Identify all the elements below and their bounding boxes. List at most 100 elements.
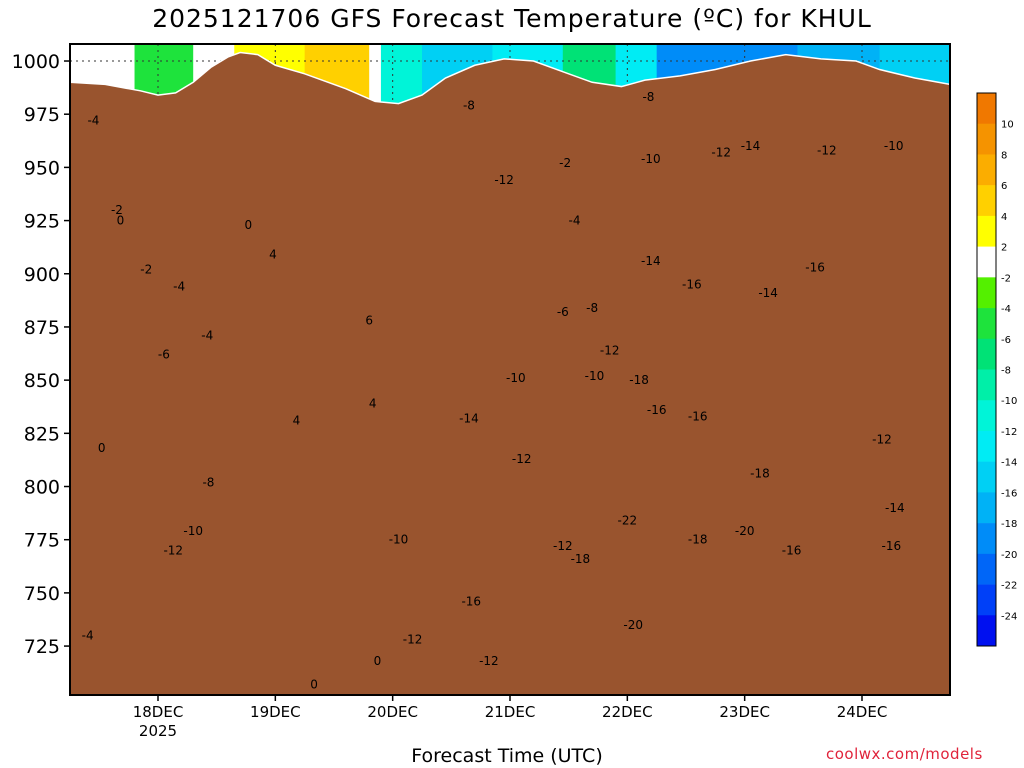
- colorbar-tick-label-11: -14: [1001, 458, 1017, 469]
- contour-label-11: -18: [571, 552, 591, 566]
- colorbar-band-3: [977, 185, 996, 217]
- contour-label-38: -14: [758, 286, 778, 300]
- colorbar-band-7: [977, 308, 996, 340]
- contour-label-4: -12: [479, 654, 499, 668]
- colorbar-tick-label-7: -6: [1001, 335, 1011, 346]
- contour-label-6: -20: [623, 618, 643, 632]
- y-tick-label-2: 775: [24, 530, 60, 552]
- contour-label-41: 4: [269, 248, 277, 262]
- contour-label-36: -8: [586, 301, 598, 315]
- x-tick-label-6: 24DEC: [837, 703, 888, 721]
- contour-label-24: 4: [369, 397, 377, 411]
- colorbar-band-4: [977, 215, 996, 247]
- chart-title: 2025121706 GFS Forecast Temperature (ºC)…: [152, 4, 872, 33]
- y-tick-label-9: 950: [24, 157, 60, 179]
- contour-label-42: -14: [641, 254, 661, 268]
- contour-label-39: -16: [682, 277, 702, 291]
- colorbar-tick-label-5: -2: [1001, 273, 1011, 284]
- x-tick-sublabel-0: 2025: [139, 722, 177, 740]
- contour-label-31: -10: [585, 369, 605, 383]
- contour-label-25: -14: [459, 411, 479, 425]
- contour-label-50: -10: [641, 152, 661, 166]
- colorbar-tick-label-0: 10: [1001, 120, 1014, 131]
- contour-label-33: -4: [201, 328, 213, 342]
- colorbar-tick-label-2: 6: [1001, 181, 1007, 192]
- colorbar-band-14: [977, 523, 996, 555]
- contour-label-7: -12: [163, 543, 183, 557]
- colorbar-tick-label-10: -12: [1001, 427, 1017, 438]
- contour-label-5: -16: [461, 594, 481, 608]
- contour-label-37: -4: [173, 280, 185, 294]
- x-tick-label-5: 23DEC: [719, 703, 770, 721]
- contour-label-21: -12: [512, 452, 532, 466]
- colorbar-tick-label-12: -16: [1001, 488, 1017, 499]
- colorbar-tick-label-16: -24: [1001, 611, 1017, 622]
- colorbar-tick-label-15: -22: [1001, 581, 1017, 592]
- y-tick-label-8: 925: [24, 211, 60, 233]
- colorbar-band-17: [977, 615, 996, 647]
- colorbar-band-9: [977, 369, 996, 401]
- contour-label-43: -16: [805, 260, 825, 274]
- colorbar-tick-label-3: 4: [1001, 212, 1007, 223]
- y-axis: 725 750 775 800 825 850 875 900 925 950 975 1000: [12, 51, 70, 658]
- contour-label-44: 0: [117, 214, 125, 228]
- contour-label-12: -12: [553, 539, 573, 553]
- contour-label-49: -2: [559, 156, 571, 170]
- contour-label-52: -14: [741, 139, 761, 153]
- colorbar-tick-label-1: 8: [1001, 150, 1007, 161]
- colorbar-tick-label-8: -8: [1001, 366, 1011, 377]
- contour-label-13: -22: [618, 514, 638, 528]
- contour-label-46: 0: [245, 218, 253, 232]
- x-tick-label-4: 22DEC: [602, 703, 653, 721]
- colorbar-band-0: [977, 93, 996, 125]
- contour-label-57: -8: [642, 90, 654, 104]
- contour-label-29: -10: [506, 371, 526, 385]
- contour-label-32: -12: [600, 343, 620, 357]
- contour-label-10: -10: [389, 533, 409, 547]
- contour-label-35: -6: [557, 305, 569, 319]
- colorbar-band-2: [977, 154, 996, 186]
- contour-label-28: -6: [158, 348, 170, 362]
- colorbar-band-5: [977, 246, 996, 278]
- contour-label-56: -8: [463, 99, 475, 113]
- y-tick-label-11: 1000: [12, 51, 60, 73]
- y-tick-label-1: 750: [24, 583, 60, 605]
- colorbar-tick-label-13: -18: [1001, 519, 1017, 530]
- contour-label-20: 0: [98, 441, 106, 455]
- contour-label-15: -20: [735, 524, 755, 538]
- contour-label-55: -4: [87, 114, 99, 128]
- colorbar-band-15: [977, 553, 996, 585]
- contour-label-40: -2: [140, 263, 152, 277]
- contour-label-51: -12: [711, 146, 731, 160]
- contour-label-48: -12: [494, 173, 514, 187]
- y-tick-label-5: 850: [24, 370, 60, 392]
- colorbar: 10 8 6 4 2 -2 -4 -6 -8 -10 -12 -14 -16 -18 -20 -22 -24: [976, 92, 1017, 647]
- colorbar-tick-label-9: -10: [1001, 396, 1017, 407]
- contour-labels: -400-12-12-16-20-12-10-8-10-18-12-22-18-…: [82, 90, 905, 691]
- colorbar-band-6: [977, 277, 996, 309]
- contour-label-54: -10: [884, 139, 904, 153]
- contour-label-19: -18: [750, 467, 770, 481]
- x-tick-label-3: 21DEC: [485, 703, 536, 721]
- contour-label-8: -10: [183, 524, 203, 538]
- colorbar-tick-label-4: 2: [1001, 243, 1007, 254]
- colorbar-band-16: [977, 584, 996, 616]
- contour-label-2: 0: [374, 654, 382, 668]
- x-tick-label-0: 18DEC: [133, 703, 184, 721]
- contour-label-1: 0: [310, 677, 318, 691]
- contour-label-45: -2: [111, 203, 123, 217]
- colorbar-tick-label-6: -4: [1001, 304, 1011, 315]
- contour-label-47: -4: [569, 214, 581, 228]
- contour-label-9: -8: [202, 475, 214, 489]
- colorbar-band-10: [977, 400, 996, 432]
- y-tick-label-3: 800: [24, 477, 60, 499]
- contour-label-34: 6: [365, 314, 373, 328]
- colorbar-tick-label-14: -20: [1001, 550, 1017, 561]
- contour-label-27: -16: [688, 409, 708, 423]
- colorbar-band-1: [977, 123, 996, 155]
- contour-label-14: -18: [688, 533, 708, 547]
- contour-label-0: -4: [82, 628, 94, 642]
- contour-label-22: -12: [872, 433, 892, 447]
